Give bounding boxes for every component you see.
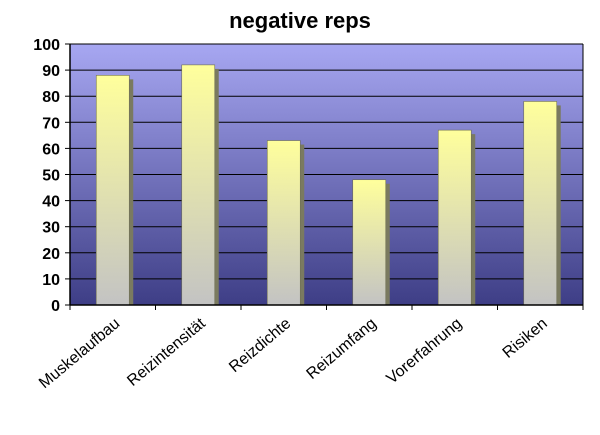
chart-title: negative reps	[229, 8, 371, 33]
y-tick-label: 70	[42, 115, 60, 132]
x-axis-labels: Muskelaufbau Reizintensität Reizdichte Reiz…	[36, 315, 551, 392]
y-tick-label: 100	[33, 37, 60, 54]
bar	[95, 75, 130, 306]
x-category-label: Muskelaufbau	[36, 315, 123, 392]
bars	[95, 64, 561, 306]
y-tick-label: 60	[42, 141, 60, 158]
bar	[266, 140, 301, 306]
gridlines	[70, 43, 583, 280]
bar	[437, 129, 472, 306]
y-axis-ticks: 0 10 20 30 40 50 60 70 80 90 100	[33, 37, 70, 315]
x-category-label: Reizdichte	[226, 315, 294, 376]
y-tick-label: 90	[42, 63, 60, 80]
y-tick-label: 20	[42, 246, 60, 263]
x-category-label: Vorerfahrung	[384, 315, 466, 387]
x-category-label: Reizumfang	[303, 315, 379, 383]
y-tick-label: 30	[42, 220, 60, 237]
y-tick-label: 50	[42, 168, 60, 185]
bar	[523, 101, 558, 306]
bar	[181, 64, 216, 306]
y-tick-label: 80	[42, 89, 60, 106]
bar	[352, 179, 387, 306]
y-tick-label: 10	[42, 272, 60, 289]
x-category-label: Reizintensität	[124, 315, 209, 390]
y-tick-label: 0	[51, 298, 60, 315]
y-tick-label: 40	[42, 194, 60, 211]
x-category-label: Risiken	[500, 315, 551, 362]
